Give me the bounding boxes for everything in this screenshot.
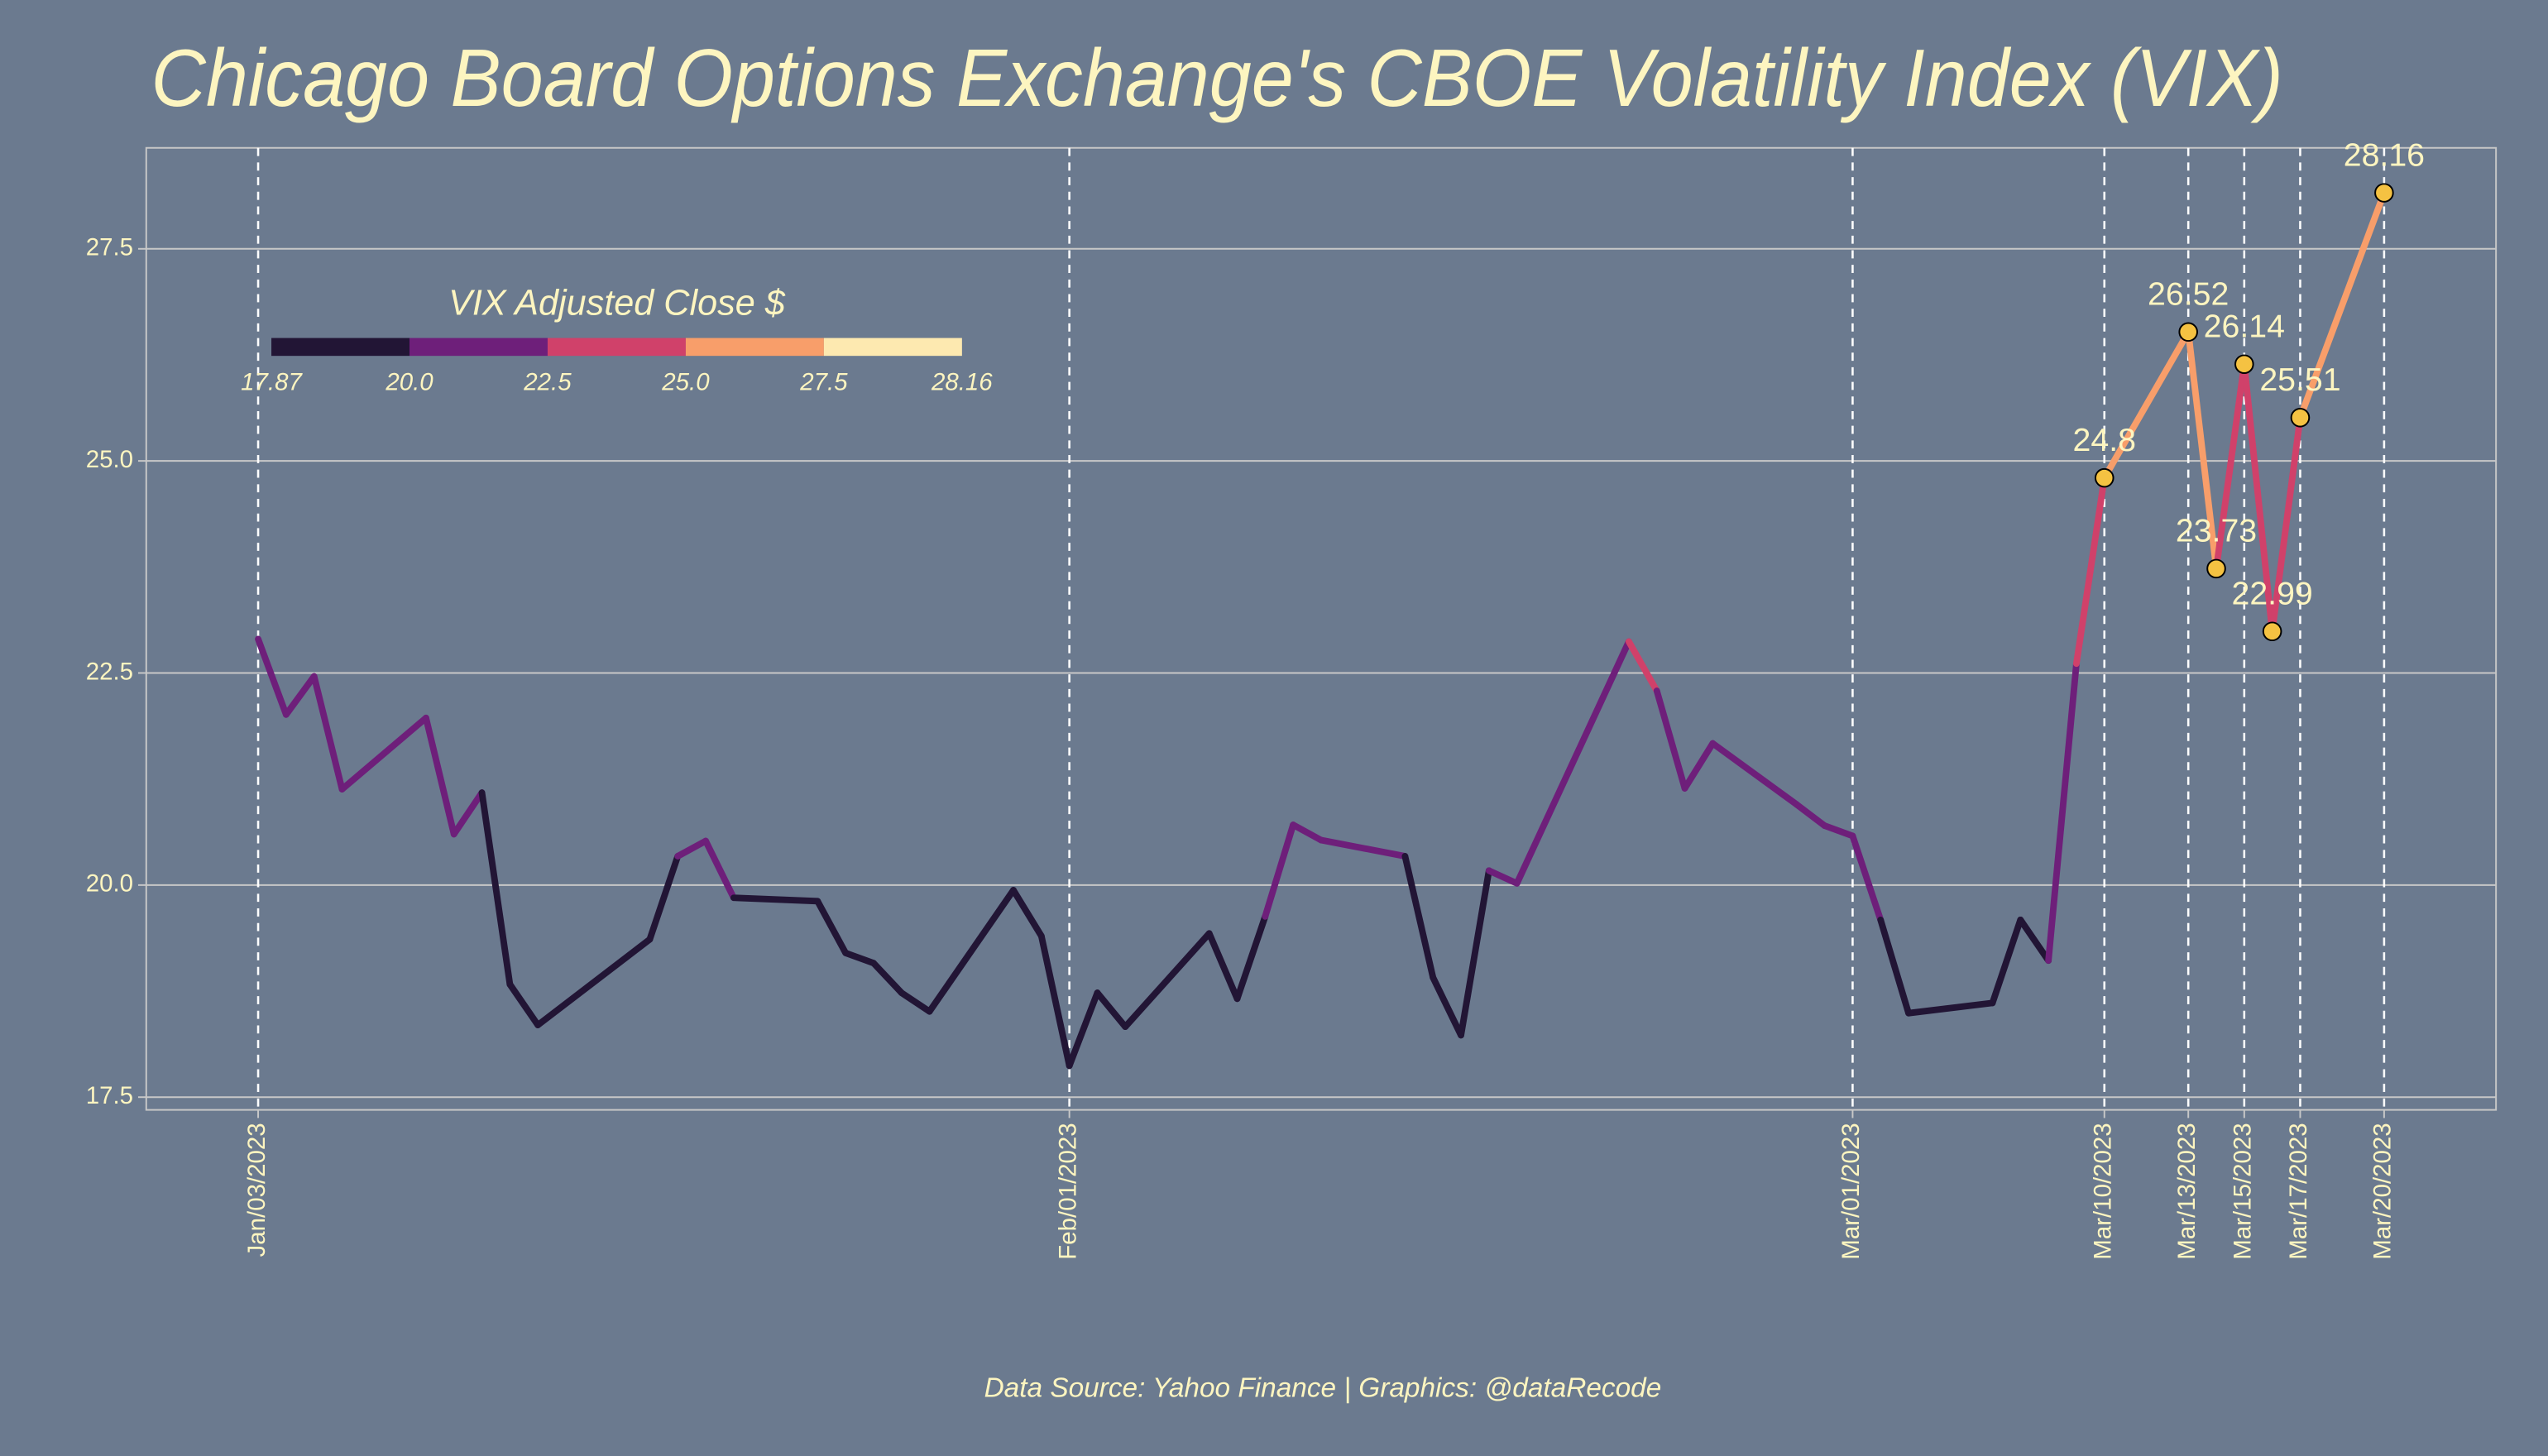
chart-title: Chicago Board Options Exchange's CBOE Vo… bbox=[151, 32, 2283, 123]
point-marker bbox=[2094, 467, 2115, 488]
x-tick-label: Feb/01/2023 bbox=[1054, 1123, 1081, 1259]
line-segment bbox=[1849, 832, 1885, 923]
colorbar-tick-label: 28.16 bbox=[931, 368, 993, 395]
line-segment bbox=[1681, 740, 1717, 792]
line-segment bbox=[2297, 189, 2388, 421]
data-label: 25.51 bbox=[2259, 362, 2340, 398]
point-marker bbox=[2290, 408, 2311, 428]
data-label: 26.52 bbox=[2148, 275, 2229, 312]
y-tick-label: 22.5 bbox=[86, 658, 133, 685]
line-segment bbox=[282, 673, 318, 718]
line-segment bbox=[1625, 638, 1660, 694]
colorbar-tick-label: 20.0 bbox=[385, 368, 433, 395]
line-segment bbox=[1094, 989, 1129, 1031]
line-segment bbox=[2100, 328, 2192, 481]
line-segment bbox=[338, 714, 429, 793]
line-segment bbox=[1513, 638, 1632, 887]
x-tick-label: Mar/20/2023 bbox=[2369, 1123, 2397, 1259]
line-segment bbox=[450, 789, 486, 838]
line-segment bbox=[674, 837, 709, 860]
y-tick-label: 17.5 bbox=[86, 1082, 133, 1109]
line-segment bbox=[1821, 822, 1856, 840]
colorbar-tick-label: 22.5 bbox=[523, 368, 572, 395]
x-tick-label: Mar/13/2023 bbox=[2173, 1123, 2201, 1259]
line-segment bbox=[2045, 660, 2080, 965]
source-note: Data Source: Yahoo Finance | Graphics: @… bbox=[984, 1372, 1662, 1403]
line-segment bbox=[1318, 836, 1409, 860]
line-segment bbox=[2185, 328, 2220, 572]
point-marker bbox=[2374, 183, 2394, 203]
colorbar-swatch bbox=[410, 338, 548, 357]
line-segment bbox=[814, 898, 850, 956]
line-segment bbox=[1401, 853, 1437, 981]
line-segment bbox=[1122, 930, 1213, 1031]
x-tick-label: Mar/15/2023 bbox=[2230, 1123, 2257, 1259]
data-label: 23.73 bbox=[2176, 513, 2257, 549]
line-segment bbox=[870, 960, 905, 997]
colorbar-tick-label: 27.5 bbox=[799, 368, 848, 395]
colorbar-swatch bbox=[823, 338, 962, 357]
line-segment bbox=[1205, 930, 1241, 1003]
colorbar-swatch bbox=[547, 338, 686, 357]
line-segment bbox=[2017, 916, 2052, 965]
line-segment bbox=[926, 887, 1017, 1015]
line-segment bbox=[1290, 821, 1324, 844]
colorbar-title: VIX Adjusted Close $ bbox=[448, 284, 786, 323]
line-segment bbox=[2213, 361, 2248, 572]
line-segment bbox=[1709, 740, 1800, 808]
line-segment bbox=[422, 714, 457, 838]
line-segment bbox=[1233, 912, 1269, 1003]
line-segment bbox=[730, 894, 821, 905]
colorbar-swatch bbox=[685, 338, 824, 357]
line-segment bbox=[898, 989, 933, 1015]
line-segment bbox=[2240, 361, 2276, 635]
data-label: 26.14 bbox=[2204, 308, 2285, 344]
line-segment bbox=[1262, 821, 1297, 920]
y-tick-label: 27.5 bbox=[86, 234, 133, 261]
x-tick-label: Mar/17/2023 bbox=[2285, 1123, 2312, 1259]
y-tick-label: 25.0 bbox=[86, 446, 133, 473]
point-marker bbox=[2178, 322, 2198, 342]
line-segment bbox=[1485, 867, 1521, 887]
line-segment bbox=[506, 980, 542, 1028]
line-segment bbox=[255, 635, 290, 718]
line-segment bbox=[1877, 916, 1912, 1017]
data-label: 28.16 bbox=[2344, 136, 2425, 173]
line-segment bbox=[1905, 999, 1996, 1017]
point-marker bbox=[2262, 621, 2282, 642]
line-segment bbox=[1010, 887, 1045, 940]
line-segment bbox=[702, 837, 737, 902]
x-tick-label: Mar/10/2023 bbox=[2090, 1123, 2117, 1259]
colorbar-tick-label: 17.87 bbox=[241, 368, 303, 395]
line-segment bbox=[1037, 932, 1073, 1070]
plot-frame bbox=[145, 146, 2498, 1111]
line-segment bbox=[1989, 916, 2024, 1007]
line-segment bbox=[1458, 867, 1492, 1039]
colorbar-swatch bbox=[271, 338, 410, 357]
line-segment bbox=[842, 949, 877, 967]
line-segment bbox=[478, 789, 514, 988]
line-segment bbox=[1793, 801, 1828, 830]
line-segment bbox=[646, 853, 682, 943]
x-tick-label: Mar/01/2023 bbox=[1837, 1123, 1865, 1259]
point-marker bbox=[2234, 354, 2254, 375]
line-segment bbox=[2268, 414, 2304, 635]
data-label: 24.8 bbox=[2073, 422, 2136, 458]
line-segment bbox=[2073, 474, 2108, 668]
colorbar-tick-label: 25.0 bbox=[661, 368, 710, 395]
y-tick-label: 20.0 bbox=[86, 870, 133, 898]
line-segment bbox=[1430, 974, 1464, 1039]
line-segment bbox=[1653, 687, 1688, 792]
point-marker bbox=[2206, 558, 2226, 579]
data-label: 22.99 bbox=[2232, 575, 2313, 611]
line-segment bbox=[310, 673, 346, 793]
line-segment bbox=[1066, 989, 1101, 1070]
line-segment bbox=[534, 936, 654, 1028]
x-tick-label: Jan/03/2023 bbox=[243, 1123, 271, 1257]
